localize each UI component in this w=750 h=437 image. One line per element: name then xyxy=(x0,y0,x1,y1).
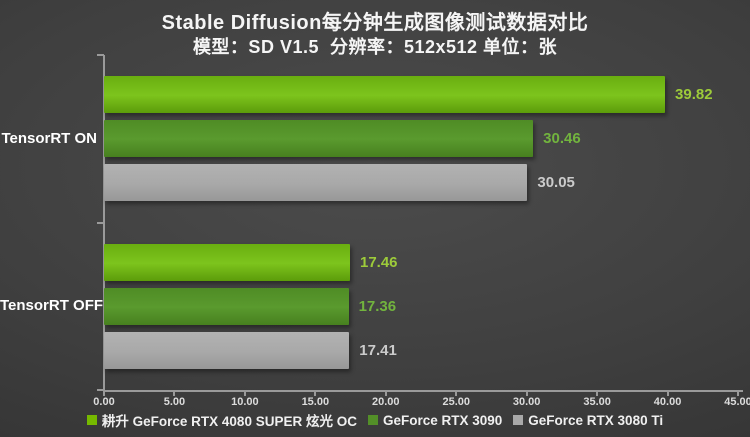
x-axis-tick xyxy=(173,392,176,396)
x-axis-tick-label: 15.00 xyxy=(301,396,330,408)
x-axis-tick-label: 35.00 xyxy=(583,396,611,408)
bar-row: 17.46 xyxy=(104,243,738,281)
bar-value-label: 30.05 xyxy=(537,174,575,191)
legend-swatch-icon xyxy=(367,415,378,425)
bar xyxy=(104,331,350,369)
x-axis-tick-label: 10.00 xyxy=(231,396,259,408)
bar-group: 17.46 17.36 17.41 xyxy=(104,223,738,390)
bar xyxy=(104,120,534,157)
x-axis-tick-label: 30.00 xyxy=(512,396,541,408)
category-label-tensorrt-on: TensorRT ON xyxy=(1,130,97,147)
bar xyxy=(104,243,350,281)
bar-row: 39.82 xyxy=(104,76,738,113)
legend: 耕升 GeForce RTX 4080 SUPER 炫光 OC GeForce R… xyxy=(0,410,750,430)
category-label-tensorrt-off: TensorRT OFF xyxy=(0,297,104,314)
bar-value-label: 17.46 xyxy=(359,253,398,271)
legend-item: GeForce RTX 3080 Ti xyxy=(513,413,663,428)
y-axis-tick xyxy=(97,389,104,391)
x-axis-tick-label: 20.00 xyxy=(372,396,400,408)
bar-value-label: 39.82 xyxy=(675,86,713,103)
x-axis-tick xyxy=(455,392,458,396)
bar-row: 30.46 xyxy=(104,120,738,157)
legend-label: GeForce RTX 3090 xyxy=(382,412,503,428)
bar xyxy=(104,76,666,113)
legend-swatch-icon xyxy=(513,415,524,425)
y-axis-line xyxy=(103,55,105,391)
bar-value-label: 17.36 xyxy=(358,297,397,315)
x-axis-tick-label: 25.00 xyxy=(442,396,470,408)
x-axis-line xyxy=(103,390,743,392)
bar-row: 17.41 xyxy=(104,331,738,369)
plot-area: 39.82 30.46 30.05 17.46 17.36 17.41 xyxy=(104,55,738,390)
x-axis-tick xyxy=(243,392,246,396)
bar-value-label: 17.41 xyxy=(359,341,397,359)
x-axis-tick-label: 45.00 xyxy=(724,396,750,408)
x-axis-tick xyxy=(384,392,387,396)
x-axis-tick-label: 0.00 xyxy=(93,396,115,408)
chart-title: Stable Diffusion每分钟生成图像测试数据对比 xyxy=(161,12,589,34)
x-axis-tick xyxy=(666,392,669,396)
bar xyxy=(104,287,349,325)
legend-swatch-icon xyxy=(86,415,97,425)
y-axis-tick xyxy=(97,54,104,56)
legend-item: 耕升 GeForce RTX 4080 SUPER 炫光 OC xyxy=(86,410,357,430)
y-axis-tick xyxy=(97,222,104,224)
bar-group: 39.82 30.46 30.05 xyxy=(104,55,738,222)
x-axis-tick xyxy=(314,392,317,396)
x-axis-tick xyxy=(525,392,528,396)
chart-subtitle: 模型：SD V1.5 分辨率：512x512 单位：张 xyxy=(192,37,558,57)
x-axis-tick-label: 40.00 xyxy=(653,396,682,408)
legend-label: 耕升 GeForce RTX 4080 SUPER 炫光 OC xyxy=(101,414,357,429)
legend-label: GeForce RTX 3080 Ti xyxy=(528,412,664,428)
bar-value-label: 30.46 xyxy=(543,130,581,147)
x-axis-tick-label: 5.00 xyxy=(163,396,186,408)
x-axis-tick xyxy=(103,392,105,396)
bar-row: 17.36 xyxy=(104,287,738,325)
bar-row: 30.05 xyxy=(104,164,738,201)
legend-item: GeForce RTX 3090 xyxy=(367,412,503,428)
x-axis-tick xyxy=(737,392,739,396)
bar xyxy=(104,164,528,201)
x-axis-tick xyxy=(596,392,599,396)
